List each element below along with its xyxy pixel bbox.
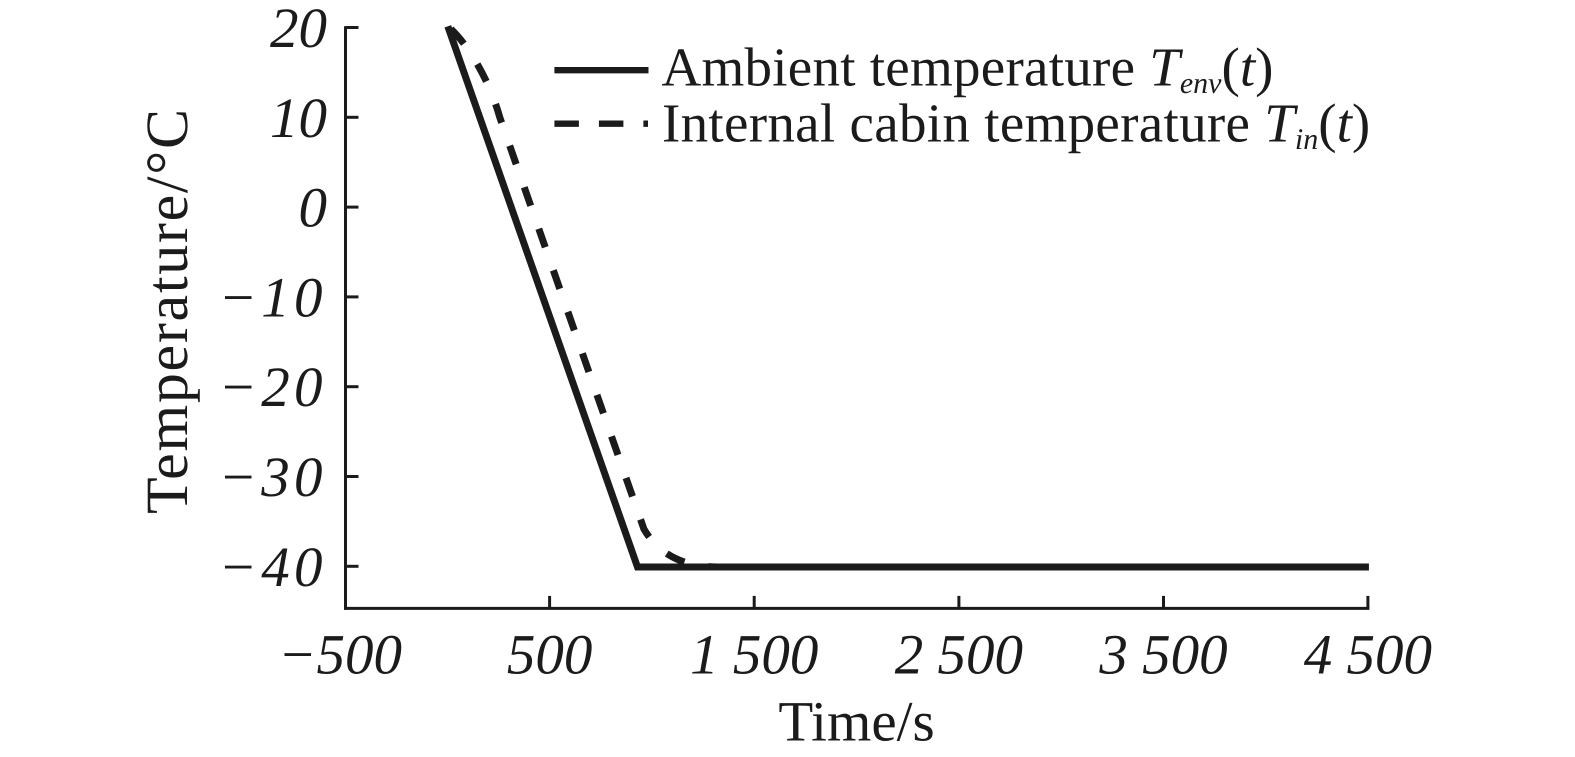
svg-text:20: 20	[270, 0, 327, 60]
svg-text:2 500: 2 500	[895, 624, 1023, 687]
svg-text:4 500: 4 500	[1304, 624, 1432, 687]
svg-text:500: 500	[507, 624, 593, 687]
svg-text:−10: −10	[219, 266, 323, 329]
svg-text:Temperature/°C: Temperature/°C	[134, 109, 200, 514]
svg-text:−20: −20	[219, 356, 323, 419]
svg-text:10: 10	[270, 87, 327, 150]
svg-text:−30: −30	[219, 446, 323, 509]
svg-text:Ambient temperature Tenv(t): Ambient temperature Tenv(t)	[662, 36, 1274, 100]
svg-text:−500: −500	[278, 624, 402, 687]
svg-text:Internal cabin temperature Tin: Internal cabin temperature Tin(t)	[662, 93, 1370, 157]
svg-text:3 500: 3 500	[1098, 624, 1227, 687]
svg-text:Time/s: Time/s	[778, 691, 934, 754]
svg-text:−40: −40	[219, 536, 323, 599]
svg-text:0: 0	[299, 177, 328, 240]
svg-text:1 500: 1 500	[690, 624, 818, 687]
